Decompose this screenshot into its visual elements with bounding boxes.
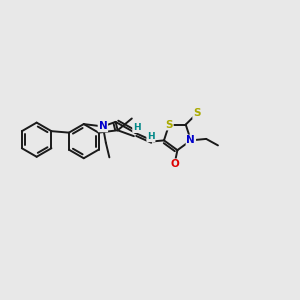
- Text: N: N: [98, 122, 107, 131]
- Text: O: O: [170, 159, 179, 169]
- Text: N: N: [187, 135, 195, 146]
- Text: S: S: [193, 108, 201, 118]
- Text: S: S: [165, 120, 173, 130]
- Text: H: H: [147, 132, 155, 141]
- Text: H: H: [133, 123, 141, 132]
